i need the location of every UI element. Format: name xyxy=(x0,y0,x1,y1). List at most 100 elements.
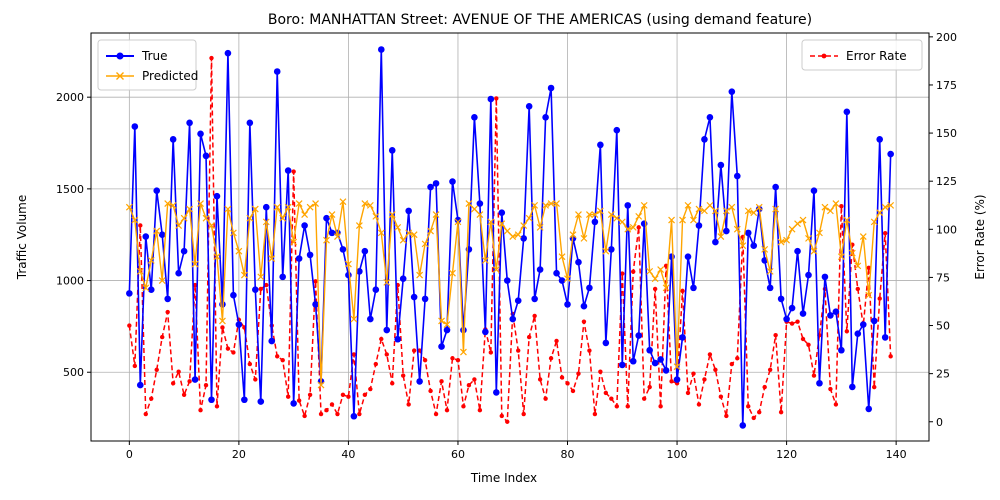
predicted-point xyxy=(766,267,774,275)
true-point xyxy=(810,187,818,194)
error-rate-point xyxy=(652,286,658,292)
predicted-point xyxy=(547,200,555,207)
predicted-point xyxy=(323,236,330,244)
predicted-point xyxy=(492,266,500,273)
true-point xyxy=(832,308,840,316)
error-rate-point xyxy=(795,319,800,324)
true-point xyxy=(531,295,538,303)
predicted-point xyxy=(366,201,374,209)
true-point xyxy=(503,277,511,284)
error-rate-point xyxy=(620,271,625,276)
true-point xyxy=(881,334,889,341)
predicted-point xyxy=(169,201,177,209)
predicted-point xyxy=(553,200,560,207)
predicted-point xyxy=(881,203,889,211)
error-rate-point xyxy=(636,225,641,230)
true-point xyxy=(432,180,440,187)
grid xyxy=(91,33,929,441)
predicted-point xyxy=(470,205,478,213)
predicted-point xyxy=(213,253,221,261)
true-point xyxy=(618,361,626,369)
predicted-point xyxy=(739,242,747,250)
error-rate-point xyxy=(877,296,882,301)
true-point xyxy=(454,216,462,224)
error-rate-point xyxy=(735,356,740,361)
true-point xyxy=(295,255,303,262)
true-point xyxy=(257,398,265,405)
error-rate-point xyxy=(198,408,203,413)
predicted-point xyxy=(306,203,314,211)
predicted-point xyxy=(701,207,708,215)
predicted-point xyxy=(350,315,358,323)
predicted-point xyxy=(498,220,506,228)
true-point xyxy=(438,343,445,350)
true-point xyxy=(131,123,139,130)
predicted-point xyxy=(432,211,440,218)
error-rate-point xyxy=(789,321,795,326)
predicted-point xyxy=(679,216,686,224)
legend-predicted-marker xyxy=(116,72,124,80)
error-rate-point xyxy=(143,411,148,417)
error-rate-point xyxy=(335,411,340,417)
true-point xyxy=(547,84,555,92)
error-rate-point xyxy=(855,286,860,292)
true-point xyxy=(673,376,681,383)
error-rate-point xyxy=(362,392,368,398)
predicted-point xyxy=(125,203,133,211)
predicted-point xyxy=(240,271,248,279)
true-point xyxy=(750,242,758,250)
error-rate-point xyxy=(609,396,614,401)
error-rate-point xyxy=(444,408,450,413)
true-point xyxy=(712,238,719,246)
true-point xyxy=(301,222,308,229)
true-point xyxy=(591,218,599,226)
error-rate-point xyxy=(576,371,581,376)
error-rate-point xyxy=(275,354,280,359)
predicted-point xyxy=(569,231,577,239)
error-rate-point xyxy=(762,384,767,390)
error-rate-point xyxy=(170,381,176,386)
predicted-point xyxy=(826,207,834,215)
true-point xyxy=(602,339,610,347)
predicted-point xyxy=(531,201,539,209)
true-point xyxy=(514,297,522,305)
predicted-point xyxy=(383,278,391,286)
predicted-point xyxy=(646,267,654,275)
error-rate-point xyxy=(554,338,559,344)
error-rate-point xyxy=(548,356,554,361)
error-rate-point xyxy=(132,363,138,369)
true-point xyxy=(410,293,418,301)
predicted-point xyxy=(284,203,292,211)
predicted-point xyxy=(208,222,215,229)
true-point xyxy=(202,152,210,160)
true-point xyxy=(734,172,741,180)
true-point xyxy=(679,334,686,341)
predicted-point xyxy=(651,275,659,283)
predicted-point xyxy=(657,266,665,273)
true-point xyxy=(854,330,862,338)
true-point xyxy=(487,95,495,103)
predicted-point xyxy=(301,211,309,218)
predicted-point xyxy=(711,207,719,215)
true-point xyxy=(383,326,391,334)
predicted-point xyxy=(279,214,287,222)
true-point xyxy=(564,301,571,308)
predicted-point xyxy=(564,275,571,283)
true-point xyxy=(608,246,615,253)
error-rate-point xyxy=(800,336,806,342)
true-point xyxy=(252,286,259,294)
error-rate-point xyxy=(872,384,877,390)
predicted-point xyxy=(794,220,801,228)
error-rate-point xyxy=(888,354,893,359)
predicted-point xyxy=(618,218,626,226)
error-rate-point xyxy=(543,396,548,401)
error-rate-point xyxy=(307,392,313,398)
y2-tick-label: 25 xyxy=(936,368,950,381)
predicted-point xyxy=(262,218,270,226)
error-rate-point xyxy=(461,404,466,409)
error-rate-point xyxy=(253,377,258,382)
error-rate-point xyxy=(828,386,833,392)
predicted-point xyxy=(410,231,418,239)
error-rate-point xyxy=(357,411,362,417)
true-point xyxy=(136,381,144,389)
